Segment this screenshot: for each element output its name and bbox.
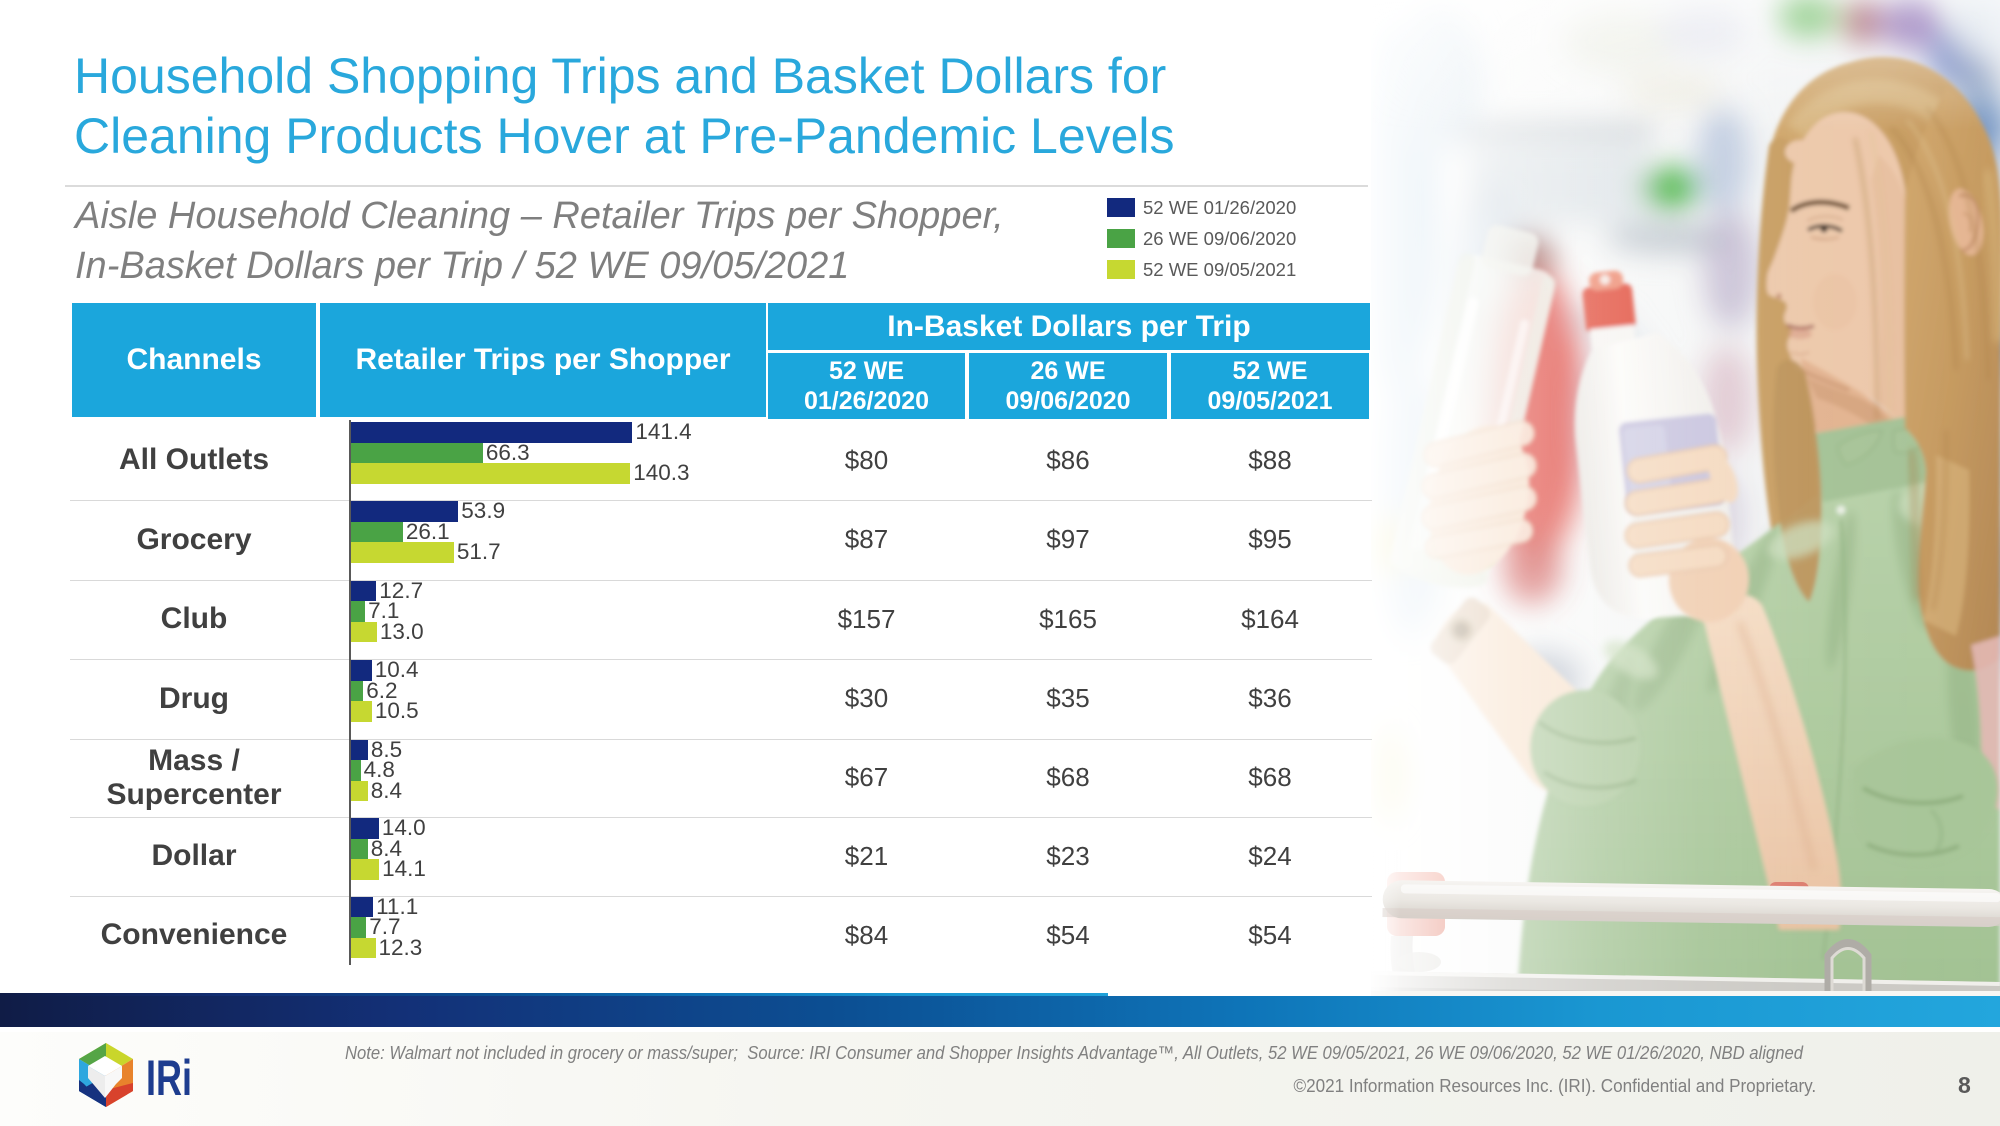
svg-text:IRi: IRi	[146, 1050, 192, 1106]
